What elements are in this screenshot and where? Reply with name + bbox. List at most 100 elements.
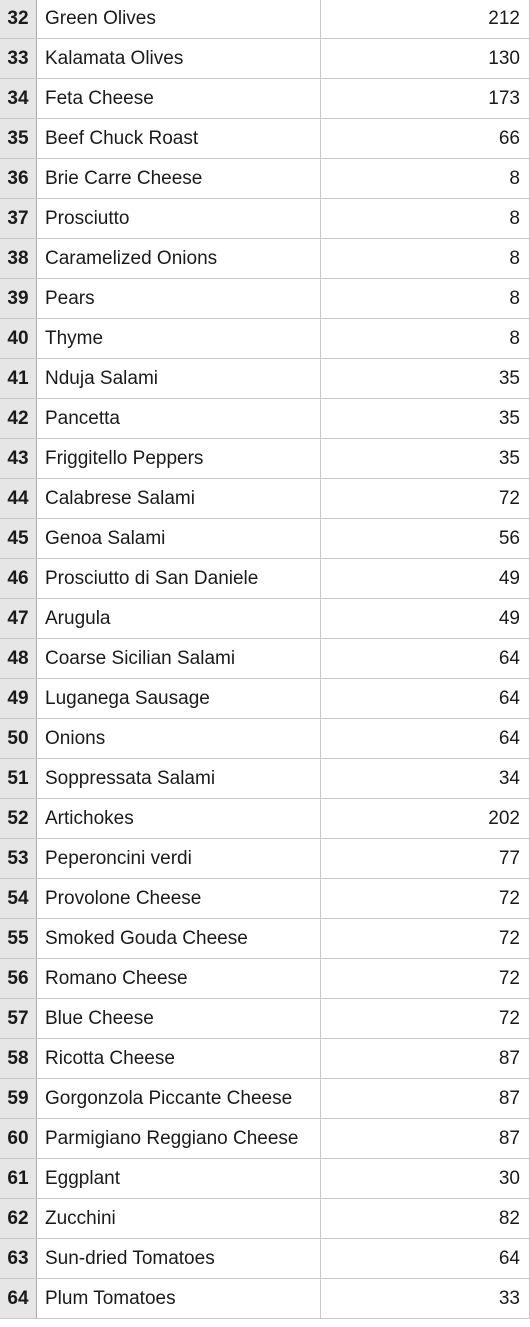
table-row[interactable]: 49 Luganega Sausage 64 — [0, 679, 530, 719]
table-row[interactable]: 33 Kalamata Olives 130 — [0, 39, 530, 79]
table-row[interactable]: 41 Nduja Salami 35 — [0, 359, 530, 399]
row-header[interactable]: 55 — [0, 919, 37, 958]
row-header[interactable]: 53 — [0, 839, 37, 878]
table-row[interactable]: 52 Artichokes 202 — [0, 799, 530, 839]
table-row[interactable]: 44 Calabrese Salami 72 — [0, 479, 530, 519]
count-cell[interactable]: 8 — [321, 159, 530, 198]
row-header[interactable]: 41 — [0, 359, 37, 398]
row-header[interactable]: 39 — [0, 279, 37, 318]
table-row[interactable]: 54 Provolone Cheese 72 — [0, 879, 530, 919]
count-cell[interactable]: 64 — [321, 1239, 530, 1278]
count-cell[interactable]: 30 — [321, 1159, 530, 1198]
ingredient-cell[interactable]: Feta Cheese — [37, 79, 321, 118]
row-header[interactable]: 37 — [0, 199, 37, 238]
table-row[interactable]: 46 Prosciutto di San Daniele 49 — [0, 559, 530, 599]
row-header[interactable]: 49 — [0, 679, 37, 718]
table-row[interactable]: 56 Romano Cheese 72 — [0, 959, 530, 999]
ingredient-cell[interactable]: Smoked Gouda Cheese — [37, 919, 321, 958]
ingredient-cell[interactable]: Pancetta — [37, 399, 321, 438]
count-cell[interactable]: 49 — [321, 559, 530, 598]
count-cell[interactable]: 202 — [321, 799, 530, 838]
row-header[interactable]: 60 — [0, 1119, 37, 1158]
ingredient-cell[interactable]: Gorgonzola Piccante Cheese — [37, 1079, 321, 1118]
ingredient-cell[interactable]: Prosciutto — [37, 199, 321, 238]
table-row[interactable]: 62 Zucchini 82 — [0, 1199, 530, 1239]
ingredient-cell[interactable]: Onions — [37, 719, 321, 758]
table-row[interactable]: 42 Pancetta 35 — [0, 399, 530, 439]
ingredient-cell[interactable]: Nduja Salami — [37, 359, 321, 398]
table-row[interactable]: 51 Soppressata Salami 34 — [0, 759, 530, 799]
ingredient-cell[interactable]: Genoa Salami — [37, 519, 321, 558]
row-header[interactable]: 57 — [0, 999, 37, 1038]
ingredient-cell[interactable]: Thyme — [37, 319, 321, 358]
table-row[interactable]: 37 Prosciutto 8 — [0, 199, 530, 239]
count-cell[interactable]: 77 — [321, 839, 530, 878]
row-header[interactable]: 48 — [0, 639, 37, 678]
ingredient-cell[interactable]: Kalamata Olives — [37, 39, 321, 78]
ingredient-cell[interactable]: Green Olives — [37, 0, 321, 38]
table-row[interactable]: 45 Genoa Salami 56 — [0, 519, 530, 559]
row-header[interactable]: 54 — [0, 879, 37, 918]
table-row[interactable]: 53 Peperoncini verdi 77 — [0, 839, 530, 879]
row-header[interactable]: 61 — [0, 1159, 37, 1198]
ingredient-cell[interactable]: Friggitello Peppers — [37, 439, 321, 478]
count-cell[interactable]: 64 — [321, 679, 530, 718]
table-row[interactable]: 63 Sun-dried Tomatoes 64 — [0, 1239, 530, 1279]
ingredient-cell[interactable]: Artichokes — [37, 799, 321, 838]
row-header[interactable]: 46 — [0, 559, 37, 598]
count-cell[interactable]: 87 — [321, 1079, 530, 1118]
row-header[interactable]: 50 — [0, 719, 37, 758]
count-cell[interactable]: 33 — [321, 1279, 530, 1318]
table-row[interactable]: 59 Gorgonzola Piccante Cheese 87 — [0, 1079, 530, 1119]
ingredient-cell[interactable]: Luganega Sausage — [37, 679, 321, 718]
ingredient-cell[interactable]: Calabrese Salami — [37, 479, 321, 518]
row-header[interactable]: 44 — [0, 479, 37, 518]
count-cell[interactable]: 72 — [321, 959, 530, 998]
count-cell[interactable]: 8 — [321, 199, 530, 238]
ingredient-cell[interactable]: Blue Cheese — [37, 999, 321, 1038]
row-header[interactable]: 42 — [0, 399, 37, 438]
table-row[interactable]: 38 Caramelized Onions 8 — [0, 239, 530, 279]
count-cell[interactable]: 35 — [321, 439, 530, 478]
row-header[interactable]: 59 — [0, 1079, 37, 1118]
count-cell[interactable]: 49 — [321, 599, 530, 638]
ingredient-cell[interactable]: Zucchini — [37, 1199, 321, 1238]
count-cell[interactable]: 212 — [321, 0, 530, 38]
row-header[interactable]: 51 — [0, 759, 37, 798]
ingredient-cell[interactable]: Ricotta Cheese — [37, 1039, 321, 1078]
table-row[interactable]: 58 Ricotta Cheese 87 — [0, 1039, 530, 1079]
ingredient-cell[interactable]: Beef Chuck Roast — [37, 119, 321, 158]
row-header[interactable]: 40 — [0, 319, 37, 358]
count-cell[interactable]: 64 — [321, 639, 530, 678]
table-row[interactable]: 34 Feta Cheese 173 — [0, 79, 530, 119]
row-header[interactable]: 36 — [0, 159, 37, 198]
ingredient-cell[interactable]: Pears — [37, 279, 321, 318]
table-row[interactable]: 64 Plum Tomatoes 33 — [0, 1279, 530, 1319]
table-row[interactable]: 47 Arugula 49 — [0, 599, 530, 639]
row-header[interactable]: 58 — [0, 1039, 37, 1078]
ingredient-cell[interactable]: Coarse Sicilian Salami — [37, 639, 321, 678]
ingredient-cell[interactable]: Eggplant — [37, 1159, 321, 1198]
count-cell[interactable]: 87 — [321, 1119, 530, 1158]
count-cell[interactable]: 8 — [321, 239, 530, 278]
row-header[interactable]: 43 — [0, 439, 37, 478]
table-row[interactable]: 40 Thyme 8 — [0, 319, 530, 359]
table-row[interactable]: 55 Smoked Gouda Cheese 72 — [0, 919, 530, 959]
table-row[interactable]: 43 Friggitello Peppers 35 — [0, 439, 530, 479]
table-row[interactable]: 35 Beef Chuck Roast 66 — [0, 119, 530, 159]
count-cell[interactable]: 56 — [321, 519, 530, 558]
count-cell[interactable]: 72 — [321, 999, 530, 1038]
table-row[interactable]: 50 Onions 64 — [0, 719, 530, 759]
row-header[interactable]: 35 — [0, 119, 37, 158]
ingredient-cell[interactable]: Caramelized Onions — [37, 239, 321, 278]
row-header[interactable]: 33 — [0, 39, 37, 78]
row-header[interactable]: 45 — [0, 519, 37, 558]
row-header[interactable]: 63 — [0, 1239, 37, 1278]
count-cell[interactable]: 8 — [321, 279, 530, 318]
count-cell[interactable]: 173 — [321, 79, 530, 118]
count-cell[interactable]: 72 — [321, 879, 530, 918]
row-header[interactable]: 62 — [0, 1199, 37, 1238]
ingredient-cell[interactable]: Romano Cheese — [37, 959, 321, 998]
table-row[interactable]: 61 Eggplant 30 — [0, 1159, 530, 1199]
count-cell[interactable]: 72 — [321, 919, 530, 958]
